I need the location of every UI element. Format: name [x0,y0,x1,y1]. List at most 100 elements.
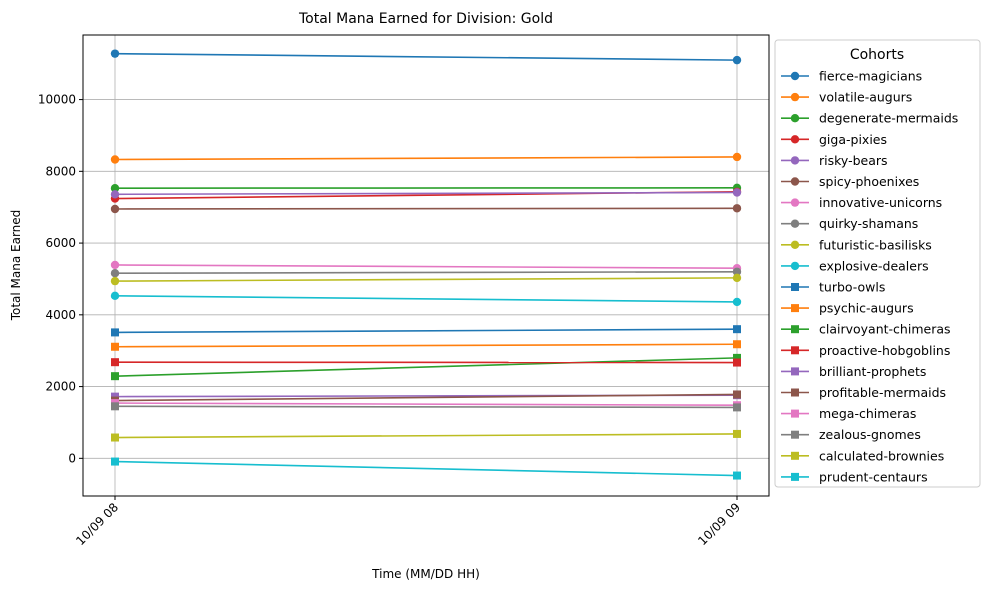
series-line [114,343,738,348]
series-turbo-owls [111,325,741,337]
legend-marker [790,114,800,123]
legend-marker [791,409,799,418]
legend-title: Cohorts [850,47,904,63]
legend-marker [790,71,800,81]
series-line [114,207,738,210]
data-point [732,273,742,283]
data-point [732,152,742,162]
data-point [732,297,742,307]
series-futuristic-basilisks [110,273,742,286]
series-line [114,295,738,303]
legend-label: giga-pixies [819,132,887,147]
y-tick-label: 4000 [45,308,76,322]
legend-marker [790,92,800,102]
legend-entry-clairvoyant-chimeras: clairvoyant-chimeras [781,322,951,337]
series-line [114,433,738,439]
data-point [111,433,119,442]
y-axis-label: Total Mana Earned [9,210,23,322]
data-point [110,183,120,193]
data-point [111,328,119,337]
legend-label: zealous-gnomes [819,427,921,442]
series-line [114,405,738,409]
chart-title: Total Mana Earned for Division: Gold [298,11,553,27]
legend-marker [790,177,800,186]
data-point [111,358,119,367]
legend-entry-innovative-unicorns: innovative-unicorns [781,195,942,210]
legend-entry-giga-pixies: giga-pixies [781,132,887,147]
series-risky-bears [110,188,742,199]
legend-entry-degenerate-mermaids: degenerate-mermaids [781,111,958,126]
series-line [114,393,738,402]
legend-label: quirky-shamans [819,216,918,231]
series-proactive-hobgoblins [111,358,741,367]
legend-label: turbo-owls [819,280,885,295]
series-line [114,264,738,269]
data-point [732,204,742,213]
y-tick-label: 0 [68,451,76,465]
grid-layer [83,35,769,496]
legend-marker [790,198,800,207]
data-point [732,188,742,197]
series-quirky-shamans [110,267,742,278]
legend-entry-psychic-augurs: psychic-augurs [781,301,914,316]
legend-marker [791,325,799,334]
legend-marker [791,430,799,439]
legend-entry-prudent-centaurs: prudent-centaurs [781,469,928,484]
legend-label: brilliant-prophets [819,364,926,379]
legend-frame [774,39,981,488]
series-zealous-gnomes [111,402,741,412]
legend-marker [790,240,800,249]
series-line [114,328,738,334]
data-point [110,269,120,278]
legend-entry-turbo-owls: turbo-owls [781,280,885,295]
legend-label: fierce-magicians [819,69,922,84]
legend-marker [791,283,799,291]
legend-entry-zealous-gnomes: zealous-gnomes [781,427,921,442]
legend-label: spicy-phoenixes [819,174,919,189]
legend-entry-explosive-dealers: explosive-dealers [781,258,929,273]
legend-marker [790,135,800,144]
data-point [733,429,741,438]
legend-entry-profitable-mermaids: profitable-mermaids [781,385,946,400]
legend-label: risky-bears [819,153,888,168]
legend: Cohorts fierce-magicians volatile-augurs d… [774,39,981,488]
legend-entry-mega-chimeras: mega-chimeras [781,406,916,421]
data-point [732,55,742,65]
legend-label: futuristic-basilisks [819,237,932,252]
legend-label: degenerate-mermaids [819,111,958,126]
data-point [733,471,741,480]
legend-entry-futuristic-basilisks: futuristic-basilisks [781,237,932,252]
data-point [732,267,742,276]
legend-label: prudent-centaurs [819,469,928,484]
legend-label: clairvoyant-chimeras [819,322,951,337]
series-line [114,156,738,161]
legend-entry-proactive-hobgoblins: proactive-hobgoblins [781,343,950,358]
legend-marker [791,304,799,313]
data-point [733,358,741,367]
legend-marker [791,367,799,376]
legend-label: innovative-unicorns [819,195,942,210]
y-tick-label: 10000 [38,93,76,107]
y-tick-label: 2000 [45,380,76,394]
x-axis-label: Time (MM/DD HH) [371,567,480,581]
legend-marker [791,451,799,460]
legend-label: mega-chimeras [819,406,916,421]
legend-marker [790,261,800,271]
legend-entry-quirky-shamans: quirky-shamans [781,216,918,231]
series-prudent-centaurs [111,457,741,480]
series-line [114,191,738,196]
y-tick-label: 6000 [45,236,76,250]
legend-label: volatile-augurs [819,90,912,105]
legend-label: psychic-augurs [819,301,914,316]
legend-entry-brilliant-prophets: brilliant-prophets [781,364,926,379]
series-line [114,270,738,275]
series-line [114,52,738,61]
series-line [114,357,738,377]
data-point [110,291,120,301]
series-line [114,460,738,477]
legend-entry-volatile-augurs: volatile-augurs [781,90,912,105]
legend-marker [791,472,799,481]
series-spicy-phoenixes [110,204,742,214]
data-point [110,260,120,270]
